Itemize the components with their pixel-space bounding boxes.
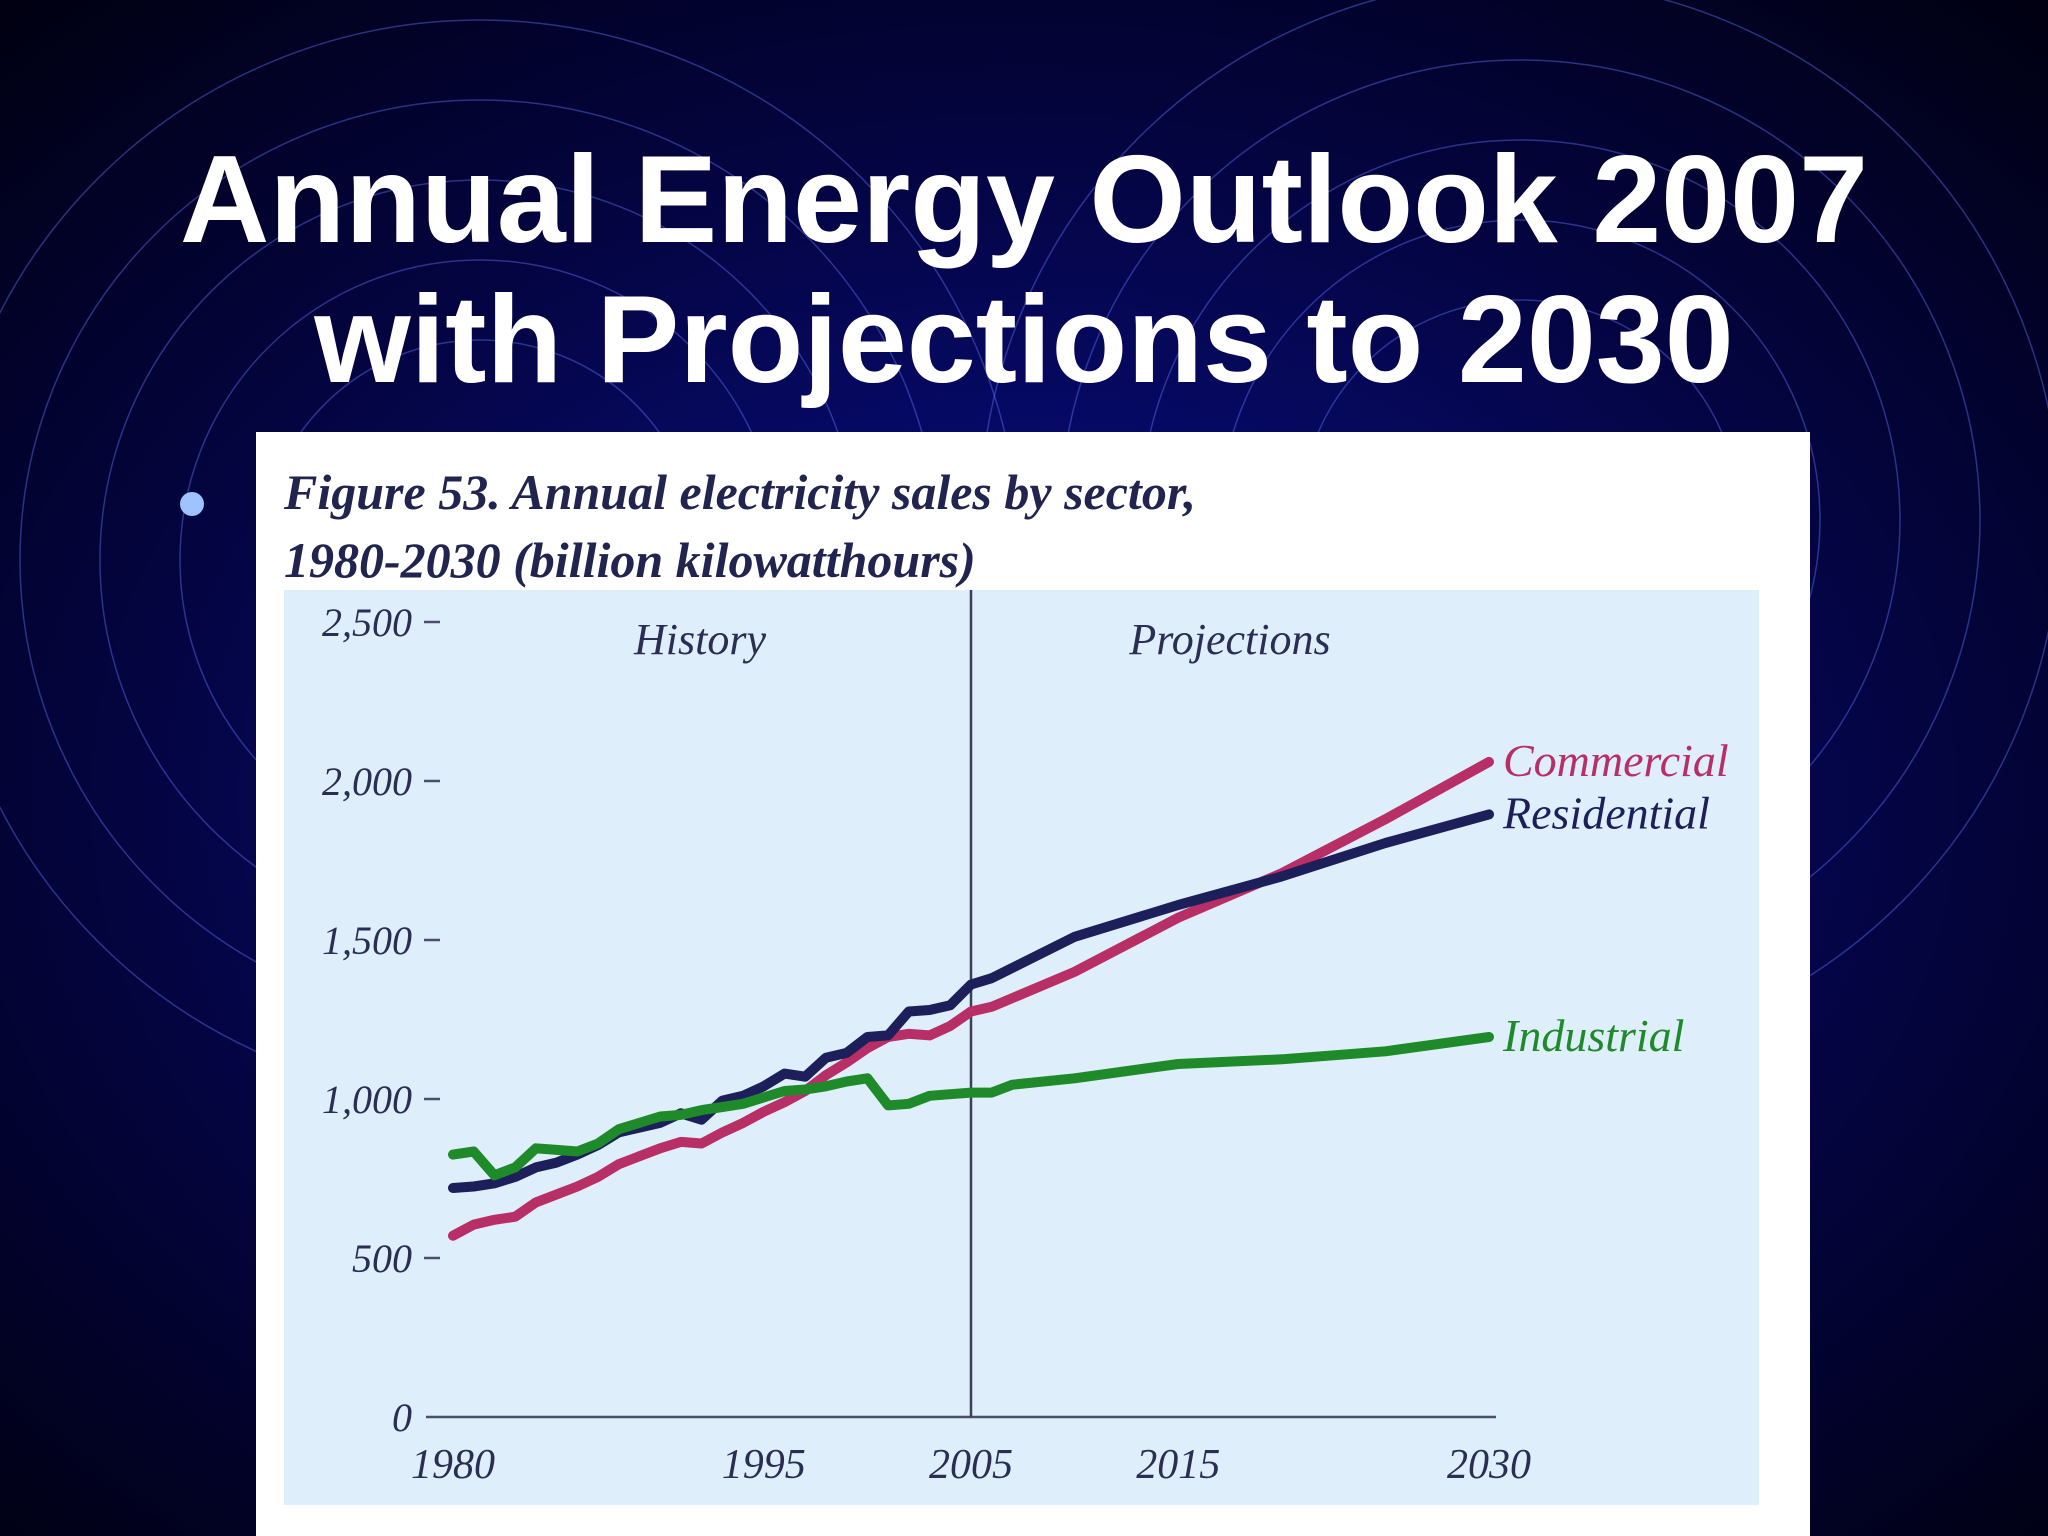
series-label-commercial: Commercial xyxy=(1503,735,1729,786)
bullet-point xyxy=(180,492,204,516)
y-tick-label: 1,000 xyxy=(322,1077,412,1122)
y-tick-label: 2,000 xyxy=(322,759,412,804)
x-tick-label: 1995 xyxy=(722,1442,806,1488)
series-line-residential xyxy=(448,809,1494,1193)
x-tick-label: 2005 xyxy=(929,1442,1013,1488)
figure-caption-line-2: 1980-2030 (billion kilowatthours) xyxy=(284,532,976,588)
y-tick-label: 0 xyxy=(392,1395,412,1440)
series-label-residential: Residential xyxy=(1502,787,1710,838)
x-tick-label: 2015 xyxy=(1136,1442,1220,1488)
figure-panel: Figure 53. Annual electricity sales by s… xyxy=(256,432,1810,1536)
y-tick-label: 2,500 xyxy=(322,600,412,645)
x-tick-label: 1980 xyxy=(411,1442,495,1488)
electricity-sales-chart: 0 500 1,000 1,500 2,000 2,500 1980 1995 2005 2015… xyxy=(284,590,1759,1505)
y-tick-label: 1,500 xyxy=(322,918,412,963)
slide-title-line-1: Annual Energy Outlook 2007 xyxy=(179,131,1869,269)
slide-title: Annual Energy Outlook 2007 with Projecti… xyxy=(0,130,2048,410)
region-label: Projections xyxy=(1128,615,1330,664)
series-line-commercial xyxy=(448,756,1494,1241)
y-tick-label: 500 xyxy=(352,1236,412,1281)
series-line-industrial xyxy=(448,1032,1494,1181)
series-label-industrial: Industrial xyxy=(1502,1010,1684,1061)
figure-caption: Figure 53. Annual electricity sales by s… xyxy=(284,458,1684,594)
figure-caption-line-1: Figure 53. Annual electricity sales by s… xyxy=(284,464,1197,520)
region-label: History xyxy=(633,615,766,664)
x-tick-label: 2030 xyxy=(1447,1442,1531,1488)
slide-title-line-2: with Projections to 2030 xyxy=(314,271,1734,409)
plot-area xyxy=(284,590,1759,1505)
